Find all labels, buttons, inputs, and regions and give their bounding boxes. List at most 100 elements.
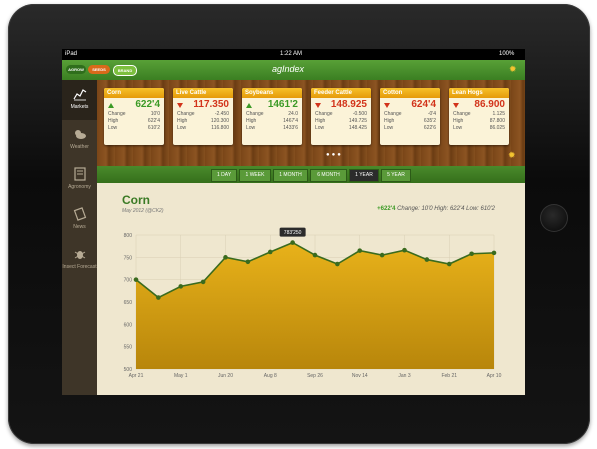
sidebar-item-label: Weather	[70, 144, 89, 150]
seeds-logo: SEEDS	[88, 65, 110, 74]
data-point	[133, 277, 139, 282]
tab-1-month[interactable]: 1 MONTH	[273, 169, 308, 182]
y-tick-label: 800	[124, 233, 133, 239]
sidebar-item-weather[interactable]: Weather	[62, 120, 97, 160]
data-point	[469, 251, 474, 257]
low-row: Low 148.425	[315, 125, 367, 131]
card-title: Lean Hogs	[449, 88, 509, 98]
card-title: Soybeans	[242, 88, 302, 98]
x-tick-label: Sep 26	[307, 373, 323, 379]
change-row: Change -0'4	[384, 111, 436, 117]
area-fill	[136, 242, 494, 369]
sidebar-item-news[interactable]: News	[62, 200, 97, 240]
data-point	[156, 295, 161, 300]
market-ticker: Corn 622'4 Change 10'0 High 622'4 Low 610'2…	[97, 80, 525, 166]
tooltip-label: 783'250	[284, 230, 302, 236]
change-row: Change 1.125	[453, 111, 505, 117]
page-title: agIndex	[272, 64, 305, 74]
sidebar-item-insect-forecast[interactable]: Insect Forecast	[62, 240, 97, 284]
chart-change-value: +622'4	[377, 206, 396, 212]
market-card-corn[interactable]: Corn 622'4 Change 10'0 High 622'4 Low 610'2	[104, 88, 164, 145]
low-row: Low 610'2	[108, 125, 160, 131]
low-row: Low 622'6	[384, 125, 436, 131]
data-point	[290, 240, 295, 245]
up-arrow-icon	[246, 103, 252, 108]
down-arrow-icon	[177, 103, 183, 108]
data-point	[245, 259, 251, 265]
y-tick-label: 650	[124, 300, 133, 306]
page-indicator[interactable]: ●●●	[326, 152, 343, 158]
sidebar-item-markets[interactable]: Markets	[62, 80, 97, 120]
high-value: 622'4	[449, 206, 465, 212]
sidebar-item-agronomy[interactable]: Agronomy	[62, 160, 97, 200]
y-tick-label: 600	[124, 322, 133, 328]
status-bar: iPad 1:22 AM 100%	[62, 49, 525, 60]
low-row: Low 1433'6	[246, 125, 298, 131]
settings-gear-icon[interactable]: ✹	[509, 64, 517, 74]
market-card-lean-hogs[interactable]: Lean Hogs 86.900 Change 1.125 High 87.800 …	[449, 88, 509, 145]
card-price: 148.925	[330, 99, 367, 110]
high-label: High:	[434, 206, 449, 212]
x-tick-label: Nov 14	[352, 373, 368, 379]
market-card-cotton[interactable]: Cotton 624'4 Change -0'4 High 635'2 Low 622…	[380, 88, 440, 145]
x-tick-label: Apr 21	[129, 373, 144, 379]
high-row: High 1467'4	[246, 118, 298, 124]
low-label: Low:	[466, 206, 479, 212]
data-point	[178, 284, 184, 289]
sidebar: Markets Weather Agronomy News Insect For…	[62, 80, 97, 395]
data-point	[267, 249, 273, 255]
high-row: High 87.800	[453, 118, 505, 124]
sidebar-item-label: Markets	[70, 104, 89, 110]
card-title: Corn	[104, 88, 164, 98]
high-row: High 149.725	[315, 118, 367, 124]
market-card-live-cattle[interactable]: Live Cattle 117.350 Change -2.450 High 120…	[173, 88, 233, 145]
low-value: 610'2	[480, 206, 496, 212]
battery-label: 100%	[499, 51, 515, 57]
app-screen: iPad 1:22 AM 100% AGROW SEEDS BRAND agIn…	[62, 49, 525, 395]
high-row: High 635'2	[384, 118, 436, 124]
news-icon	[73, 207, 86, 221]
x-tick-label: Aug 8	[264, 373, 277, 379]
home-button[interactable]	[540, 204, 568, 232]
low-row: Low 116.800	[177, 125, 229, 131]
chart-icon	[72, 89, 86, 101]
data-point	[223, 255, 228, 260]
chart-title: Corn	[122, 193, 150, 207]
card-price: 1461'2	[267, 99, 298, 110]
agrow-logo: AGROW	[66, 65, 86, 74]
high-row: High 120.300	[177, 118, 229, 124]
sidebar-item-label: Agronomy	[68, 184, 91, 190]
tab-1-day[interactable]: 1 DAY	[211, 169, 237, 182]
change-row: Change 24.0	[246, 111, 298, 117]
clock: 1:22 AM	[280, 51, 303, 57]
down-arrow-icon	[384, 103, 390, 108]
brand-logo: BRAND	[113, 65, 137, 76]
card-price: 622'4	[135, 99, 160, 110]
tab-6-month[interactable]: 6 MONTH	[310, 169, 347, 182]
market-card-feeder-cattle[interactable]: Feeder Cattle 148.925 Change -0.500 High 1…	[311, 88, 371, 145]
y-tick-label: 550	[124, 345, 133, 351]
tab-5-year[interactable]: 5 YEAR	[381, 169, 411, 182]
x-tick-label: May 1	[174, 373, 188, 379]
y-tick-label: 750	[124, 255, 133, 261]
down-arrow-icon	[315, 103, 321, 108]
y-tick-label: 700	[124, 278, 133, 284]
card-title: Feeder Cattle	[311, 88, 371, 98]
chart-subtitle: May 2012 (@CK2)	[122, 208, 164, 214]
change-value: 10'0	[421, 206, 433, 212]
app-header: AGROW SEEDS BRAND agIndex ✹	[62, 60, 525, 80]
market-card-soybeans[interactable]: Soybeans 1461'2 Change 24.0 High 1467'4 Lo…	[242, 88, 302, 145]
high-row: High 622'4	[108, 118, 160, 124]
carrier-label: iPad	[65, 51, 78, 57]
ticker-settings-gear-icon[interactable]: ✹	[508, 150, 516, 160]
data-point	[446, 261, 452, 267]
data-point	[335, 261, 340, 267]
card-price: 117.350	[193, 99, 229, 110]
chart-stats: +622'4 Change: 10'0 High: 622'4 Low: 610…	[377, 206, 495, 212]
data-point	[357, 248, 363, 253]
tab-1-week[interactable]: 1 WEEK	[239, 169, 271, 182]
data-point	[424, 257, 430, 262]
insect-icon	[74, 251, 85, 259]
tab-1-year[interactable]: 1 YEAR	[349, 169, 379, 182]
